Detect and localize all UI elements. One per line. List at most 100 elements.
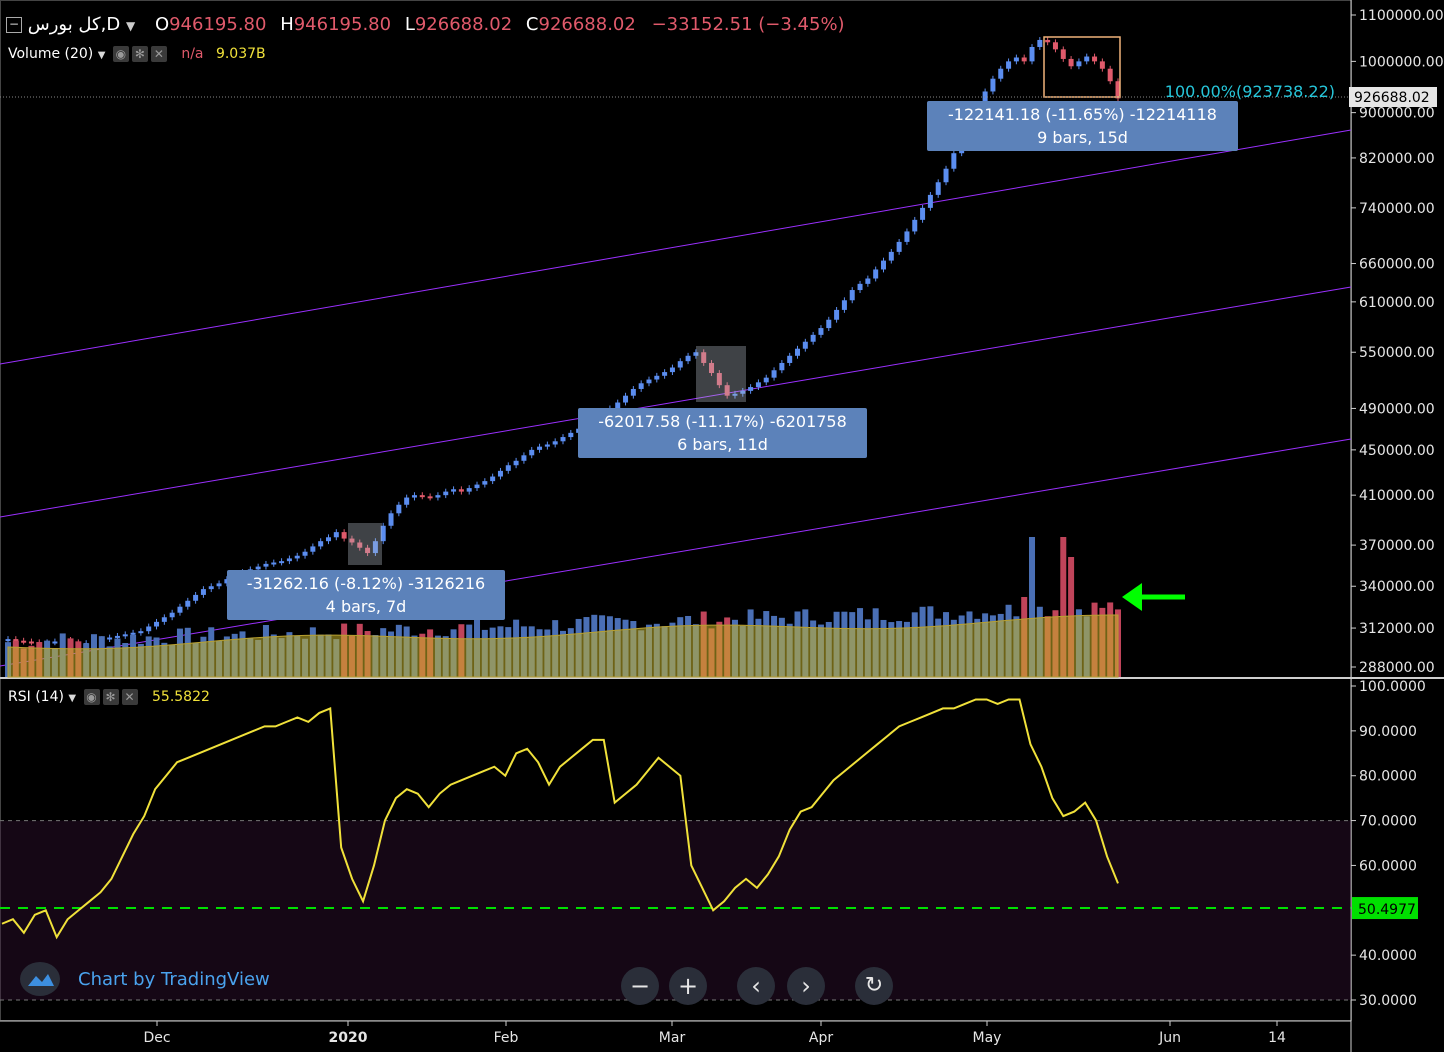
gear-icon[interactable]: ✻	[131, 46, 148, 62]
price-axis-label: 610000.00	[1359, 295, 1435, 311]
candle-body	[513, 460, 519, 466]
candle-body	[552, 441, 558, 445]
candle-body	[865, 278, 871, 284]
candle-body	[740, 390, 746, 394]
measure-label-line1: -62017.58 (-11.17%) -6201758	[598, 412, 847, 431]
candle-body	[623, 395, 629, 403]
close-icon[interactable]: ✕	[121, 689, 138, 705]
candle-body	[998, 68, 1004, 79]
candle-body	[841, 300, 847, 310]
candle-body	[52, 641, 58, 644]
candle-body	[419, 495, 425, 498]
time-axis-label: 14	[1268, 1030, 1286, 1046]
candle-body	[779, 362, 785, 371]
reset-chart-button[interactable]: ↻	[855, 967, 893, 1005]
scroll-right-button[interactable]: ›	[787, 967, 825, 1005]
candle-body	[615, 402, 621, 409]
measure-label-line1: -122141.18 (-11.65%) -12214118	[948, 105, 1217, 124]
candle-body	[1037, 39, 1043, 47]
time-axis-label: Mar	[659, 1030, 686, 1046]
chevron-down-icon[interactable]: ▼	[97, 50, 106, 61]
rsi-legend: RSI (14) ▼ ◉ ✻ ✕ 55.5822	[8, 689, 210, 705]
candle-body	[1107, 68, 1113, 82]
candle-body	[435, 495, 441, 498]
candle-body	[185, 600, 191, 607]
candle-body	[537, 446, 543, 450]
scroll-left-button[interactable]: ‹	[737, 967, 775, 1005]
time-axis-label: Feb	[494, 1030, 519, 1046]
candle-body	[529, 449, 535, 456]
volume-legend: Volume (20) ▼ ◉ ✻ ✕ n/a 9.037B	[8, 46, 266, 62]
candle-body	[333, 532, 339, 538]
chevron-down-icon[interactable]: ▼	[125, 19, 136, 33]
candle-body	[28, 641, 34, 644]
change-value: −33152.51 (−3.45%)	[651, 14, 845, 35]
candle-body	[943, 168, 949, 183]
high-label: H	[280, 14, 294, 35]
candle-body	[990, 78, 996, 92]
candle-body	[560, 437, 566, 442]
time-axis-label: Dec	[143, 1030, 170, 1046]
zoom-out-button[interactable]: −	[621, 967, 659, 1005]
candle-body	[802, 341, 808, 349]
eye-icon[interactable]: ◉	[112, 46, 129, 62]
candle-body	[693, 352, 699, 356]
candle-body	[951, 153, 957, 169]
close-icon[interactable]: ✕	[150, 46, 167, 62]
candle-body	[873, 269, 879, 279]
measure-range-3	[1043, 36, 1121, 98]
candle-body	[411, 495, 417, 498]
time-axis-label: Apr	[809, 1030, 833, 1046]
candle-body	[482, 481, 488, 485]
collapse-icon[interactable]: −	[6, 17, 22, 33]
candle-body	[357, 542, 363, 548]
tradingview-watermark[interactable]: Chart by TradingView	[20, 962, 270, 996]
eye-icon[interactable]: ◉	[83, 689, 100, 705]
candle-body	[451, 489, 457, 492]
candle-body	[1021, 57, 1027, 62]
candle-body	[630, 388, 636, 396]
measure-label-line2: 6 bars, 11d	[677, 435, 768, 454]
measure-label-box-1	[227, 570, 505, 620]
candle-body	[646, 379, 652, 384]
price-axis-label: 1000000.00	[1359, 54, 1444, 70]
gear-icon[interactable]: ✻	[102, 689, 119, 705]
low-value: 926688.02	[414, 14, 513, 35]
rsi-value: 55.5822	[152, 689, 210, 705]
candle-body	[279, 561, 285, 564]
candle-body	[200, 589, 206, 595]
candle-body	[1076, 61, 1082, 67]
chevron-down-icon[interactable]: ▼	[68, 693, 77, 704]
rsi-label[interactable]: RSI (14)	[8, 689, 64, 705]
candle-body	[935, 182, 941, 195]
candle-body	[5, 639, 11, 642]
candle-body	[310, 546, 316, 552]
candle-body	[1099, 61, 1105, 69]
rsi-line	[1, 698, 1119, 940]
candle-body	[888, 251, 894, 261]
rsi-axis-label: 30.0000	[1359, 993, 1417, 1009]
volume-ma-area	[7, 614, 1119, 678]
volume-label[interactable]: Volume (20)	[8, 46, 94, 62]
candle-body	[849, 290, 855, 301]
candle-body	[341, 532, 347, 539]
candle-body	[638, 383, 644, 389]
candle-body	[365, 547, 371, 554]
symbol-name[interactable]: كل بورس,D	[27, 14, 121, 35]
candle-body	[732, 393, 738, 396]
candle-body	[474, 484, 480, 489]
price-axis-label: 370000.00	[1359, 538, 1435, 554]
rsi-level-tag	[1352, 897, 1418, 920]
candle-body	[857, 283, 863, 291]
candle-body	[771, 370, 777, 378]
tradingview-logo-icon	[20, 962, 60, 996]
candle-body	[122, 634, 128, 637]
price-axis-label: 740000.00	[1359, 201, 1435, 217]
candle-body	[177, 606, 183, 613]
candle-body	[787, 355, 793, 363]
price-axis-label: 820000.00	[1359, 151, 1435, 167]
zoom-in-button[interactable]: +	[669, 967, 707, 1005]
candle-body	[701, 352, 707, 363]
time-axis-label: Jun	[1158, 1030, 1181, 1046]
